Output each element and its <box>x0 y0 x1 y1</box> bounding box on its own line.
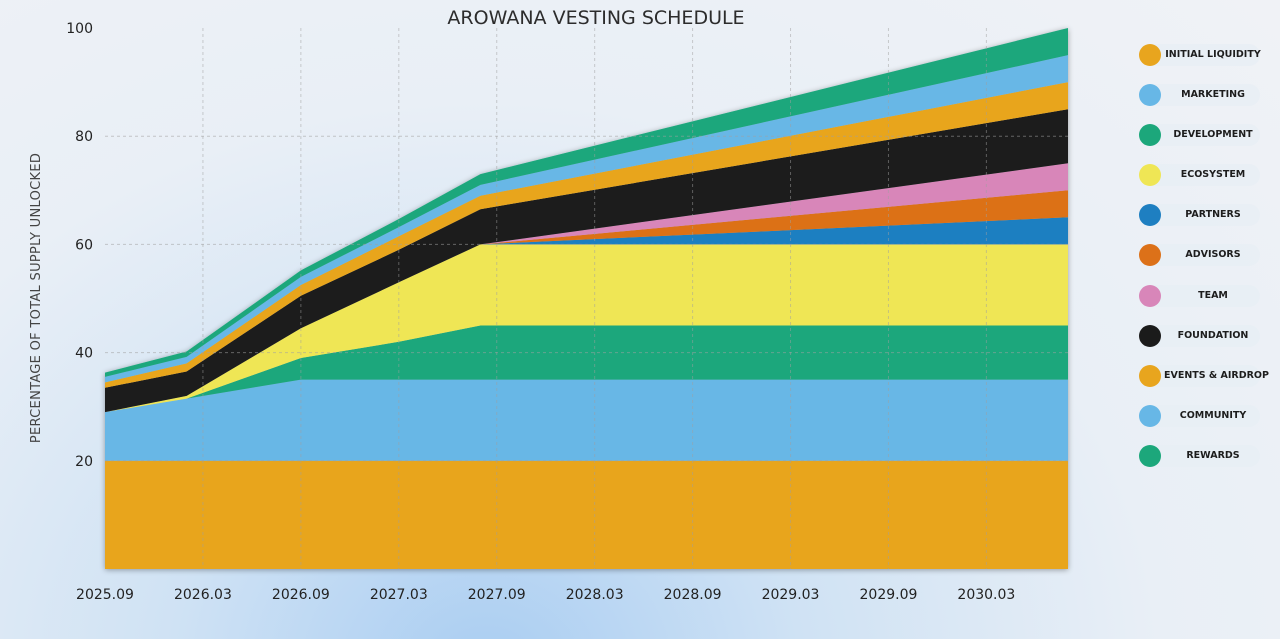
area-events-airdrop <box>105 82 1068 388</box>
area-advisors <box>105 190 1068 413</box>
legend-item: DEVELOPMENT <box>1132 120 1262 150</box>
area-partners <box>105 217 1068 413</box>
legend-pill <box>1142 204 1260 227</box>
x-tick-label: 2026.03 <box>174 587 232 603</box>
area-rewards <box>105 325 1068 413</box>
legend-swatch <box>1139 124 1161 147</box>
legend-pill <box>1142 444 1260 467</box>
legend-item: FOUNDATION <box>1132 321 1262 351</box>
legend-item: PARTNERS <box>1132 200 1262 230</box>
x-tick-label: 2027.09 <box>468 587 526 603</box>
x-tick-label: 2026.09 <box>272 587 330 603</box>
legend-swatch <box>1139 84 1161 107</box>
y-axis-title: PERCENTAGE OF TOTAL SUPPLY UNLOCKED <box>29 153 44 443</box>
legend-swatch <box>1139 324 1161 347</box>
x-tick-label: 2027.03 <box>370 587 428 603</box>
grid-lines <box>105 28 1068 569</box>
x-tick-label: 2028.03 <box>566 587 624 603</box>
area-foundation <box>105 109 1068 413</box>
legend-item: INITIAL LIQUIDITY <box>1132 40 1262 70</box>
y-tick-label: 100 <box>66 21 93 37</box>
legend-label: INITIAL LIQUIDITY <box>1165 49 1261 60</box>
x-tick-label: 2029.09 <box>860 587 918 603</box>
legend-label: FOUNDATION <box>1177 329 1249 341</box>
legend-item: ADVISORS <box>1132 240 1262 270</box>
legend-label: ADVISORS <box>1185 249 1241 261</box>
y-tick-label: 60 <box>75 237 93 253</box>
y-tick-label: 80 <box>75 129 93 145</box>
legend-swatch <box>1139 44 1161 66</box>
legend-item: EVENTS & AIRDROP <box>1132 361 1269 391</box>
legend-label: MARKETING <box>1181 89 1245 101</box>
legend-item: COMMUNITY <box>1132 401 1262 431</box>
area-development <box>105 28 1068 377</box>
legend-label: TEAM <box>1198 289 1228 301</box>
legend-item: REWARDS <box>1132 441 1262 471</box>
y-tick-labels: 20 40 60 80 100 <box>66 21 93 470</box>
y-tick-label: 40 <box>75 346 93 362</box>
y-tick-label: 20 <box>75 454 93 470</box>
legend-item: TEAM <box>1132 281 1262 311</box>
legend-label: ECOSYSTEM <box>1180 169 1246 181</box>
x-tick-labels: 2025.09 2026.03 2026.09 2027.03 2027.09 2028.… <box>76 587 1015 603</box>
legend-pill <box>1142 324 1260 347</box>
area-marketing <box>105 55 1068 383</box>
chart-title: AROWANA VESTING SCHEDULE <box>447 7 744 29</box>
legend-pill <box>1142 284 1260 307</box>
legend-swatch <box>1139 404 1161 427</box>
legend-pill <box>1142 404 1260 427</box>
legend-label: COMMUNITY <box>1179 409 1247 421</box>
legend-swatch <box>1139 284 1161 307</box>
legend-item: ECOSYSTEM <box>1132 160 1262 190</box>
legend-item: MARKETING <box>1132 80 1262 110</box>
legend-pill <box>1142 244 1260 267</box>
x-tick-label: 2025.09 <box>76 587 134 603</box>
legend-pill <box>1142 84 1260 107</box>
x-tick-label: 2028.09 <box>664 587 722 603</box>
legend-pill <box>1142 124 1260 147</box>
legend-pill <box>1142 164 1260 187</box>
legend-pill <box>1142 364 1260 387</box>
legend-label: EVENTS & AIRDROP <box>1164 369 1269 381</box>
area-initial-liquidity <box>105 460 1068 569</box>
legend-label: REWARDS <box>1186 449 1240 461</box>
legend: INITIAL LIQUIDITY MARKETING DEVELOPMENT ECO… <box>1132 40 1269 481</box>
legend-swatch <box>1139 244 1161 267</box>
legend-swatch <box>1139 204 1161 227</box>
area-layers <box>105 28 1068 569</box>
legend-pill <box>1142 44 1260 66</box>
legend-swatch <box>1139 164 1161 187</box>
area-community <box>105 379 1068 461</box>
x-tick-label: 2029.03 <box>762 587 820 603</box>
legend-label: PARTNERS <box>1185 209 1241 221</box>
legend-label: DEVELOPMENT <box>1173 129 1253 141</box>
area-team <box>105 163 1068 413</box>
area-ecosystem <box>105 244 1068 413</box>
x-tick-label: 2030.03 <box>957 587 1015 603</box>
legend-swatch <box>1139 364 1161 387</box>
legend-swatch <box>1139 444 1161 467</box>
